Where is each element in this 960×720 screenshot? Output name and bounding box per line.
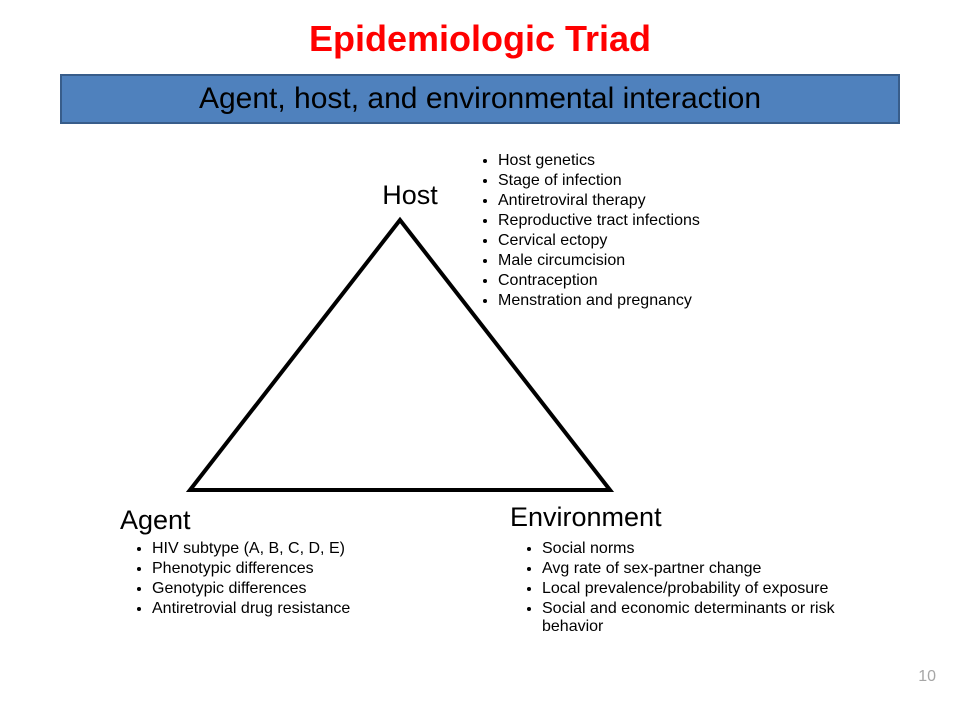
environment-factor-item: Social and economic determinants or risk… (542, 600, 884, 636)
subtitle-bar: Agent, host, and environmental interacti… (60, 74, 900, 124)
page-number: 10 (918, 668, 936, 686)
vertex-agent: Agent (120, 505, 191, 536)
agent-factor-item: HIV subtype (A, B, C, D, E) (152, 540, 454, 558)
host-factor-item: Stage of infection (498, 172, 840, 190)
vertex-environment: Environment (510, 502, 662, 533)
host-factor-item: Cervical ectopy (498, 232, 840, 250)
agent-factors-list: HIV subtype (A, B, C, D, E) Phenotypic di… (134, 540, 454, 620)
host-factor-item: Male circumcision (498, 252, 840, 270)
slide-title: Epidemiologic Triad (0, 0, 960, 60)
environment-factor-item: Social norms (542, 540, 884, 558)
environment-factor-item: Local prevalence/probability of exposure (542, 580, 884, 598)
agent-factor-item: Antiretrovial drug resistance (152, 600, 454, 618)
agent-factor-item: Phenotypic differences (152, 560, 454, 578)
host-factors-list: Host genetics Stage of infection Antiretro… (480, 152, 840, 312)
host-factor-item: Reproductive tract infections (498, 212, 840, 230)
triad-diagram: Host Agent Environment Host genetics Stag… (0, 140, 960, 700)
environment-factor-item: Avg rate of sex-partner change (542, 560, 884, 578)
environment-factors-list: Social norms Avg rate of sex-partner chan… (524, 540, 884, 638)
host-factor-item: Contraception (498, 272, 840, 290)
subtitle-text: Agent, host, and environmental interacti… (199, 82, 761, 115)
host-factor-item: Antiretroviral therapy (498, 192, 840, 210)
host-factor-item: Menstration and pregnancy (498, 292, 840, 310)
agent-factor-item: Genotypic differences (152, 580, 454, 598)
vertex-host: Host (350, 180, 470, 211)
host-factor-item: Host genetics (498, 152, 840, 170)
